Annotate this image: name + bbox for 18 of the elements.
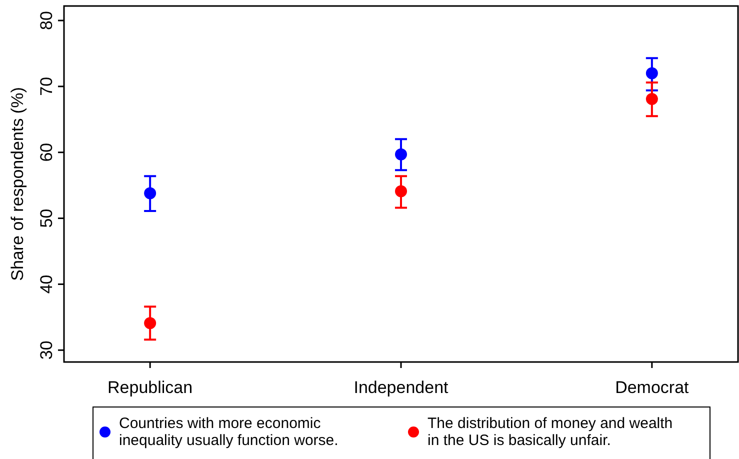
x-tick-label: Independent <box>354 378 449 397</box>
point <box>646 67 658 80</box>
x-tick-label: Democrat <box>615 378 690 397</box>
point <box>646 92 658 105</box>
legend-label: The distribution of money and wealth in the US is basically unfair. <box>428 415 673 449</box>
y-tick-label: 60 <box>37 142 56 162</box>
y-tick-label: 80 <box>37 11 56 30</box>
y-tick-label: 30 <box>37 340 56 360</box>
point <box>395 148 407 160</box>
point <box>144 187 156 200</box>
y-tick-label: 70 <box>37 76 56 96</box>
y-tick-label: 50 <box>37 208 56 228</box>
x-tick-label: Republican <box>108 378 193 397</box>
y-axis-title: Share of respondents (%) <box>8 87 27 281</box>
y-tick-label: 40 <box>37 274 56 294</box>
legend-label: Countries with more economic inequality usually function worse. <box>119 415 338 449</box>
point <box>395 185 407 198</box>
point <box>144 317 156 330</box>
